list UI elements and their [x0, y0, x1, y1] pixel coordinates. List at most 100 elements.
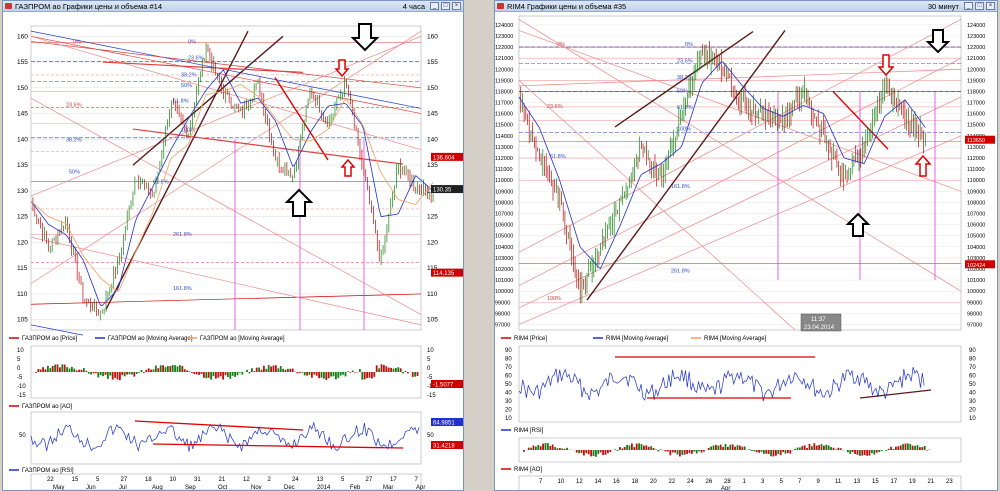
right-ao-bar	[755, 450, 758, 453]
left-price-tick-right: 155	[427, 59, 438, 66]
right-ao-bar	[695, 450, 698, 454]
left-ao-bar	[193, 372, 196, 375]
left-ao-bar	[133, 372, 136, 377]
right-time-day: 3	[761, 479, 765, 485]
red-down-arrow-icon	[334, 59, 350, 78]
right-ao-bar	[825, 444, 828, 450]
left-ao-bar	[56, 364, 59, 372]
right-ao-bar	[815, 445, 818, 450]
left-ao-bar	[392, 368, 395, 372]
right-price-tick-right: 111000	[967, 167, 985, 173]
right-ao-bar	[734, 446, 736, 450]
right-ao-bar	[722, 446, 724, 450]
right-fib-label: 261.8%	[671, 268, 690, 274]
right-ao-bar	[743, 446, 746, 450]
maximize-icon[interactable]: □	[975, 2, 984, 10]
right-legend-ao: RIM4 [AO]	[514, 467, 542, 473]
left-legend-label: ГАЗПРОМ ао [Moving Average]	[200, 336, 285, 342]
right-time-day: 14	[595, 479, 602, 485]
left-ao-bar	[83, 368, 85, 372]
right-ao-bar	[652, 447, 655, 450]
left-time-day: 5	[96, 477, 100, 483]
left-price-tick-right: 140	[427, 136, 438, 143]
left-ao-bar	[366, 372, 368, 378]
left-fib-label: 38.2%	[66, 137, 82, 143]
right-rsi-tick: 10	[505, 416, 512, 422]
right-ao-bar	[561, 448, 564, 450]
right-time-day: 21	[928, 479, 935, 485]
left-ao-bar	[212, 372, 215, 377]
left-ao-bar	[323, 372, 325, 379]
right-price-tick: 102000	[495, 267, 513, 273]
left-time-month: Oct	[218, 485, 228, 491]
right-ao-bar	[823, 445, 825, 450]
right-rsi-tick: 40	[505, 391, 512, 397]
left-price-tag: 114.135	[433, 271, 455, 277]
right-ao-bar	[803, 445, 806, 450]
right-price-tick-right: 109000	[967, 189, 985, 195]
left-ao-bar	[63, 364, 66, 372]
maximize-icon[interactable]: □	[441, 2, 450, 10]
right-ao-bar	[671, 450, 674, 453]
left-time-month: 2014	[317, 485, 331, 491]
minimize-icon[interactable]: _	[964, 2, 973, 10]
left-ao-bar	[152, 369, 155, 372]
left-time-month: Sep	[185, 485, 196, 491]
left-ao-bar	[361, 372, 364, 380]
left-time-month: Jun	[86, 485, 96, 491]
right-ao-bar	[530, 447, 532, 450]
right-ao-bar	[544, 443, 547, 450]
left-period-label: 4 часа	[402, 2, 425, 11]
right-time-day: 13	[854, 479, 861, 485]
left-title-bar: ГАЗПРОМ ао Графики цены и объема #14 4 ч…	[3, 1, 463, 12]
right-rsi-tick: 30	[505, 399, 512, 405]
minimize-icon[interactable]: _	[430, 2, 439, 10]
right-ao-bar	[643, 445, 645, 450]
left-price-tick: 155	[17, 59, 28, 66]
right-price-tick: 116000	[495, 112, 513, 118]
right-ao-bar	[729, 444, 732, 450]
right-price-tick-right: 120000	[967, 67, 985, 73]
right-ao-bar	[813, 443, 816, 450]
left-legend-label: ГАЗПРОМ ао [Price]	[22, 336, 78, 342]
left-ao-bar	[318, 372, 320, 379]
left-ao-bar	[71, 366, 73, 372]
right-price-tick-right: 103000	[967, 256, 985, 262]
left-price-tick-right: 150	[427, 85, 438, 92]
right-time-day: 9	[817, 479, 821, 485]
right-rsi-panel	[518, 345, 962, 423]
left-ao-bar	[131, 372, 133, 375]
right-price-tick: 104000	[495, 245, 513, 251]
right-ao-bar	[609, 450, 612, 453]
close-icon[interactable]: ×	[986, 2, 995, 10]
right-price-tick-right: 112000	[967, 156, 985, 162]
left-ao-bar	[337, 372, 340, 378]
left-ao-bar	[390, 367, 392, 372]
close-icon[interactable]: ×	[452, 2, 461, 10]
right-price-tick: 118000	[495, 89, 513, 95]
right-rsi-tick-right: 60	[969, 374, 976, 380]
left-fan-line	[30, 35, 422, 150]
left-fib-label: 50%	[181, 83, 192, 89]
right-rsi-trend	[859, 389, 932, 399]
left-ao-bar	[260, 369, 263, 372]
right-ao-bar	[655, 449, 657, 450]
left-ao-bar	[342, 372, 344, 375]
right-ao-bar	[827, 445, 830, 450]
right-ao-bar	[914, 445, 916, 450]
right-ao-bar	[667, 450, 669, 452]
right-price-tick: 108000	[495, 200, 513, 206]
right-fib-label: 161.8%	[671, 184, 690, 190]
left-price-tag-bg	[431, 152, 463, 161]
left-ao-bar	[39, 369, 42, 372]
left-ao-bar	[330, 372, 332, 377]
left-price-tick: 140	[17, 136, 28, 143]
left-ao-bar	[349, 372, 352, 373]
left-ao-bar	[54, 364, 56, 372]
right-ao-bar	[592, 450, 595, 457]
right-time-day: 5	[780, 479, 784, 485]
left-ao-bar	[239, 372, 241, 373]
right-ao-bar	[686, 450, 688, 454]
right-ao-bar	[621, 448, 624, 450]
